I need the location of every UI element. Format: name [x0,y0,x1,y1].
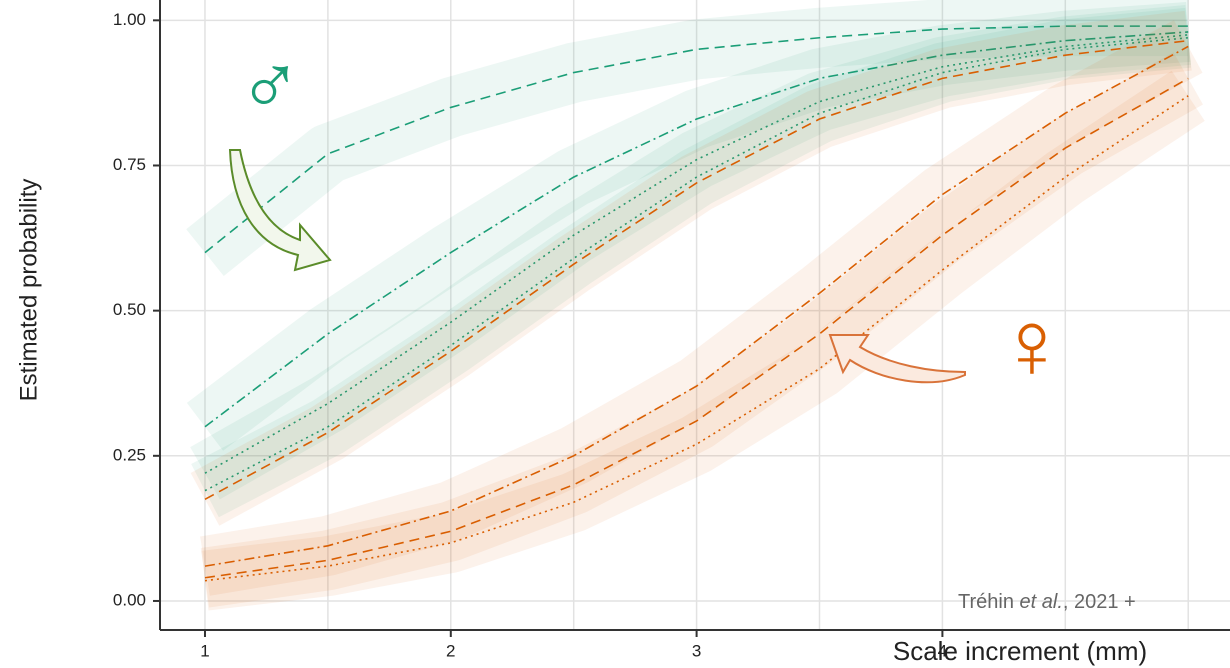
x-tick-label: 1 [200,641,209,660]
x-axis-label: Scale increment (mm) [893,636,1147,666]
y-axis-label: Estimated probability [15,179,42,402]
x-tick-label: 4 [938,641,947,660]
y-tick-label: 1.00 [113,10,146,29]
y-tick-label: 0.50 [113,300,146,319]
chart: ♂ ♀ Estimated probability Scale incremen… [0,0,1230,668]
credit: Tréhin et al., 2021 + [958,591,1136,613]
male-symbol: ♂ [238,38,303,134]
y-tick-label: 0.25 [113,445,146,464]
x-tick-label: 2 [446,641,455,660]
credit-author: Tréhin [958,591,1014,613]
y-tick-label: 0.75 [113,155,146,174]
female-symbol: ♀ [996,291,1068,398]
credit-etal: et al. [1020,591,1063,613]
credit-year: , 2021 + [1063,591,1136,613]
x-tick-label: 3 [692,641,701,660]
y-tick-label: 0.00 [113,590,146,609]
